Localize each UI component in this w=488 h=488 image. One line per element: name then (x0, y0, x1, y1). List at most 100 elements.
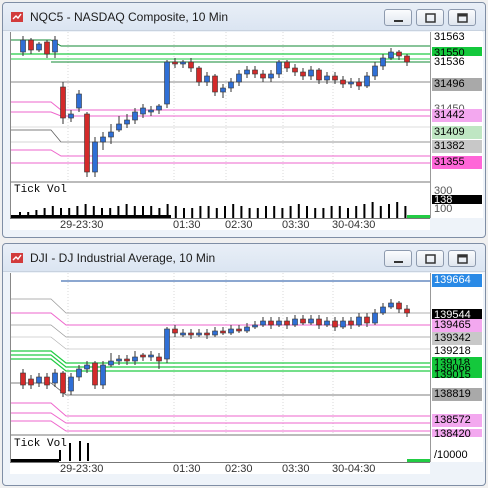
candle (164, 61, 170, 105)
volume-bar (35, 210, 38, 218)
close-icon (457, 254, 468, 264)
window-title: DJI - DJ Industrial Average, 10 Min (30, 251, 216, 265)
candle (372, 65, 378, 77)
minimize-button[interactable] (384, 9, 412, 26)
time-axis: 29-23:30 01:30 02:30 03:30 30-04:30 (10, 218, 430, 231)
close-button[interactable] (448, 9, 476, 26)
channel-line (11, 350, 431, 364)
volume-bar (338, 206, 341, 218)
price-tag: 139015 (432, 371, 482, 378)
price-tag: 31382 (432, 140, 482, 153)
price-scale[interactable]: 139664 139544 139465 139342 139218 13911… (430, 273, 483, 462)
candlestick-chart (11, 273, 431, 462)
maximize-button[interactable] (416, 250, 444, 267)
volume-current-bar (407, 459, 431, 462)
candle (324, 75, 330, 81)
candle (332, 75, 338, 81)
volume-bar (306, 206, 308, 218)
price-tag: 139664 (432, 274, 482, 287)
candle (228, 81, 234, 89)
time-label: 30-04:30 (332, 219, 376, 231)
candle (28, 378, 34, 386)
candle (220, 330, 226, 334)
volume-bar (330, 206, 333, 218)
volume-bar (59, 449, 61, 461)
channel-line (11, 312, 431, 326)
price-plot-area[interactable]: Tick Vol (10, 32, 431, 218)
candle (172, 328, 178, 334)
candle (180, 332, 186, 336)
volume-bar (314, 208, 317, 218)
candle (260, 320, 266, 326)
candle (380, 57, 386, 67)
candle (188, 332, 194, 336)
volume-baseline (11, 459, 59, 462)
candle (84, 364, 90, 370)
candle (284, 61, 290, 69)
channel-line (11, 298, 431, 314)
indicator-tag: 138 (432, 195, 482, 206)
price-plot-area[interactable]: Tick Vol (10, 273, 431, 462)
candle (244, 69, 250, 75)
volume-bar (68, 208, 71, 218)
close-button[interactable] (448, 250, 476, 267)
title-bar[interactable]: DJI - DJ Industrial Average, 10 Min (3, 244, 485, 272)
channel-line (11, 149, 431, 157)
price-scale[interactable]: 31563 31550 31536 31496 31450 31442 3140… (430, 31, 483, 218)
channel-line (11, 402, 431, 417)
channel-line (11, 358, 431, 372)
channel-line (11, 129, 431, 143)
candle (388, 302, 394, 308)
candle (68, 113, 74, 119)
indicator-tag: 100 (432, 204, 482, 215)
candle (20, 39, 26, 53)
nqc5-chart-window: NQC5 - NASDAQ Composite, 10 Min Tick Vol… (2, 2, 486, 238)
candle (364, 75, 370, 87)
candle (404, 55, 410, 63)
time-label: 02:30 (225, 219, 253, 231)
dji-chart-window: DJI - DJ Industrial Average, 10 Min Tick… (2, 243, 486, 486)
candle (220, 87, 226, 93)
candle (236, 73, 242, 83)
candle (348, 81, 354, 85)
candle (148, 109, 154, 113)
channel-line (11, 111, 431, 117)
candle (148, 354, 154, 358)
candle (44, 376, 50, 386)
candle (260, 73, 266, 79)
maximize-icon (425, 254, 436, 264)
title-bar[interactable]: NQC5 - NASDAQ Composite, 10 Min (3, 3, 485, 31)
candle (140, 354, 146, 358)
volume-bar (265, 206, 267, 218)
price-tag: 138819 (432, 388, 482, 401)
candle (348, 320, 354, 326)
channel-line (11, 336, 431, 350)
price-tag: 138420 (432, 429, 482, 437)
time-label: 03:30 (282, 463, 310, 475)
candle (76, 368, 82, 378)
candle (364, 316, 370, 324)
minimize-icon (394, 20, 403, 22)
candle (196, 67, 202, 83)
volume-bar (101, 208, 103, 218)
candle (124, 358, 130, 362)
candle (36, 376, 42, 384)
candle (332, 320, 338, 328)
candle (228, 328, 234, 334)
volume-bar (207, 206, 210, 218)
volume-bar (379, 206, 382, 218)
candle (340, 79, 346, 85)
candle (324, 320, 330, 326)
volume-bar (87, 443, 89, 461)
volume-bar (281, 208, 284, 218)
maximize-button[interactable] (416, 9, 444, 26)
minimize-button[interactable] (384, 250, 412, 267)
volume-bar (60, 208, 62, 218)
time-label: 03:30 (282, 219, 310, 231)
price-tag: 139342 (432, 332, 482, 345)
maximize-icon (425, 13, 436, 23)
volume-bar (224, 206, 226, 218)
candle (244, 326, 250, 332)
candle (300, 318, 306, 324)
indicator-tag: 300 (432, 186, 482, 197)
